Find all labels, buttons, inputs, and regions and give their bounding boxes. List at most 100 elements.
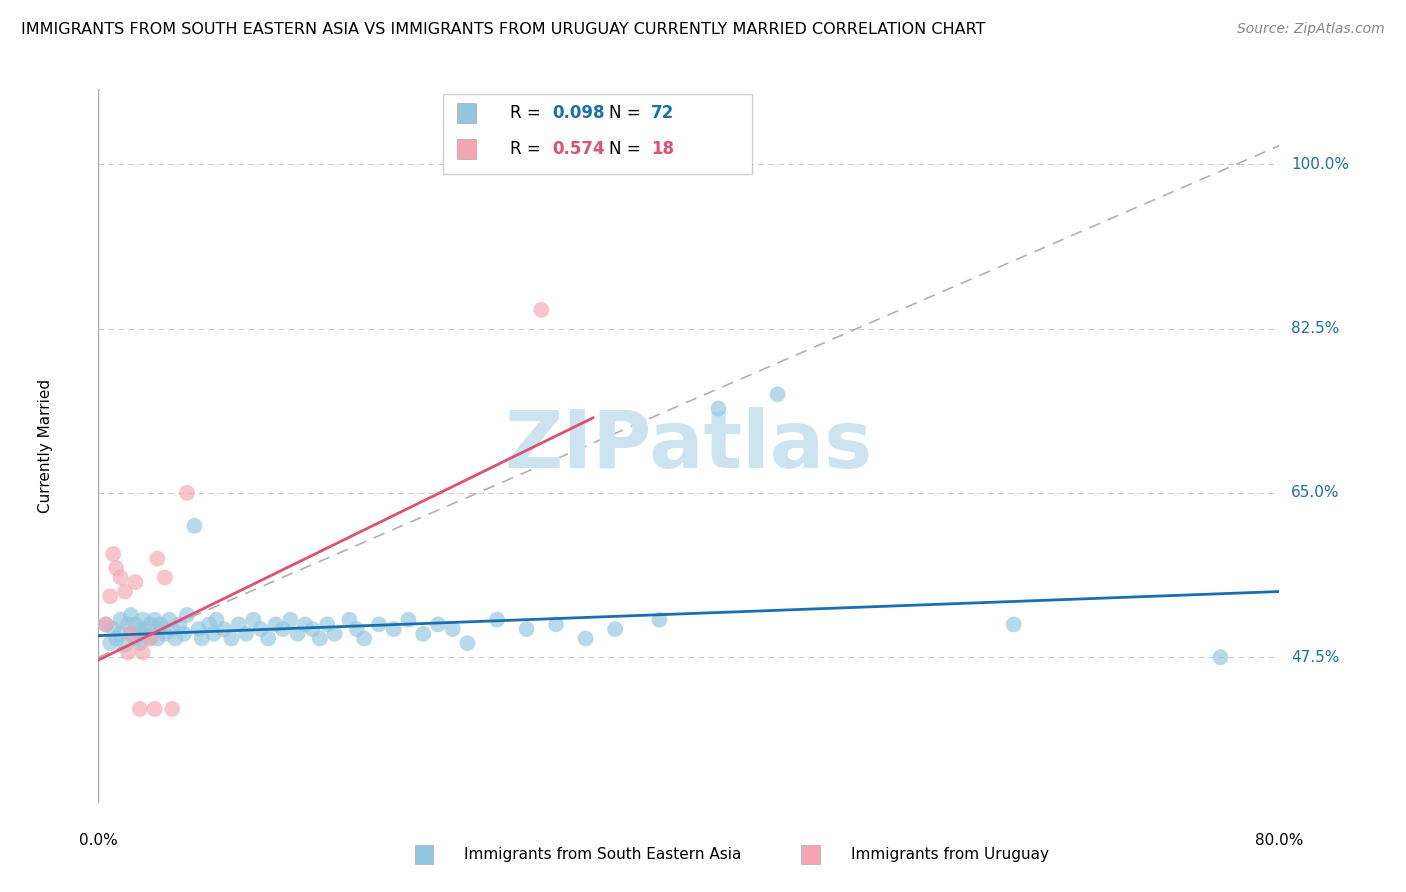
Text: R =: R = — [510, 140, 547, 158]
Point — [441, 622, 464, 636]
Text: Currently Married: Currently Married — [38, 379, 53, 513]
Text: Immigrants from South Eastern Asia: Immigrants from South Eastern Asia — [464, 847, 741, 862]
Point — [396, 613, 419, 627]
Text: Immigrants from Uruguay: Immigrants from Uruguay — [851, 847, 1049, 862]
Point — [257, 632, 280, 646]
Point — [128, 702, 150, 716]
Point — [228, 617, 250, 632]
Point — [301, 622, 323, 636]
Text: ZIPatlas: ZIPatlas — [505, 407, 873, 485]
Point — [412, 627, 434, 641]
Point — [153, 570, 176, 584]
Text: N =: N = — [609, 140, 645, 158]
Point — [544, 617, 567, 632]
Point — [382, 622, 405, 636]
Point — [143, 702, 166, 716]
Text: 47.5%: 47.5% — [1291, 649, 1340, 665]
Point — [287, 627, 309, 641]
Point — [316, 617, 339, 632]
Point — [309, 632, 332, 646]
Point — [183, 518, 205, 533]
Text: 18: 18 — [651, 140, 673, 158]
Point — [766, 387, 789, 401]
Point — [124, 617, 146, 632]
Point — [574, 632, 596, 646]
Point — [191, 632, 214, 646]
Point — [120, 607, 142, 622]
Point — [146, 622, 169, 636]
Point — [346, 622, 368, 636]
Point — [219, 632, 242, 646]
Point — [173, 627, 195, 641]
Point — [707, 401, 730, 416]
Point — [110, 627, 132, 641]
Point — [120, 627, 142, 641]
Point — [143, 613, 166, 627]
Point — [157, 613, 180, 627]
Point — [337, 613, 360, 627]
Text: 0.0%: 0.0% — [79, 833, 118, 848]
Text: N =: N = — [609, 104, 645, 122]
Point — [110, 570, 132, 584]
Point — [114, 584, 136, 599]
Point — [162, 702, 183, 716]
Point — [117, 617, 139, 632]
Point — [271, 622, 294, 636]
Point — [165, 632, 187, 646]
Point — [515, 622, 537, 636]
Point — [176, 486, 198, 500]
Text: IMMIGRANTS FROM SOUTH EASTERN ASIA VS IMMIGRANTS FROM URUGUAY CURRENTLY MARRIED : IMMIGRANTS FROM SOUTH EASTERN ASIA VS IM… — [21, 22, 986, 37]
Point — [648, 613, 671, 627]
Point — [132, 613, 155, 627]
Point — [105, 632, 128, 646]
Point — [128, 627, 150, 641]
Text: 0.574: 0.574 — [553, 140, 605, 158]
Point — [198, 617, 221, 632]
Point — [103, 622, 125, 636]
Point — [132, 622, 155, 636]
Point — [110, 613, 132, 627]
Point — [278, 613, 302, 627]
Text: 82.5%: 82.5% — [1291, 321, 1340, 336]
Point — [323, 627, 346, 641]
Point — [105, 561, 128, 575]
Point — [242, 613, 264, 627]
Point — [124, 632, 146, 646]
Point — [202, 627, 225, 641]
Point — [94, 617, 117, 632]
Point — [146, 632, 169, 646]
Point — [368, 617, 391, 632]
Text: 80.0%: 80.0% — [1256, 833, 1303, 848]
Point — [146, 551, 169, 566]
Point — [427, 617, 450, 632]
Point — [128, 636, 150, 650]
Text: R =: R = — [510, 104, 547, 122]
Point — [456, 636, 478, 650]
Point — [124, 575, 146, 590]
Point — [98, 589, 121, 603]
Point — [98, 636, 121, 650]
Point — [120, 627, 142, 641]
Point — [149, 617, 172, 632]
Point — [94, 617, 117, 632]
Point — [1002, 617, 1025, 632]
Point — [353, 632, 375, 646]
Point — [117, 646, 139, 660]
Text: 65.0%: 65.0% — [1291, 485, 1340, 500]
Point — [264, 617, 287, 632]
Point — [162, 622, 183, 636]
Text: Source: ZipAtlas.com: Source: ZipAtlas.com — [1237, 22, 1385, 37]
Point — [205, 613, 228, 627]
Point — [169, 617, 191, 632]
Point — [1209, 650, 1232, 665]
Point — [250, 622, 273, 636]
Point — [235, 627, 257, 641]
Point — [153, 627, 176, 641]
Point — [139, 632, 162, 646]
Text: 100.0%: 100.0% — [1291, 157, 1350, 172]
Text: 72: 72 — [651, 104, 675, 122]
Point — [187, 622, 209, 636]
Point — [135, 629, 157, 643]
Point — [212, 622, 235, 636]
Point — [486, 613, 509, 627]
